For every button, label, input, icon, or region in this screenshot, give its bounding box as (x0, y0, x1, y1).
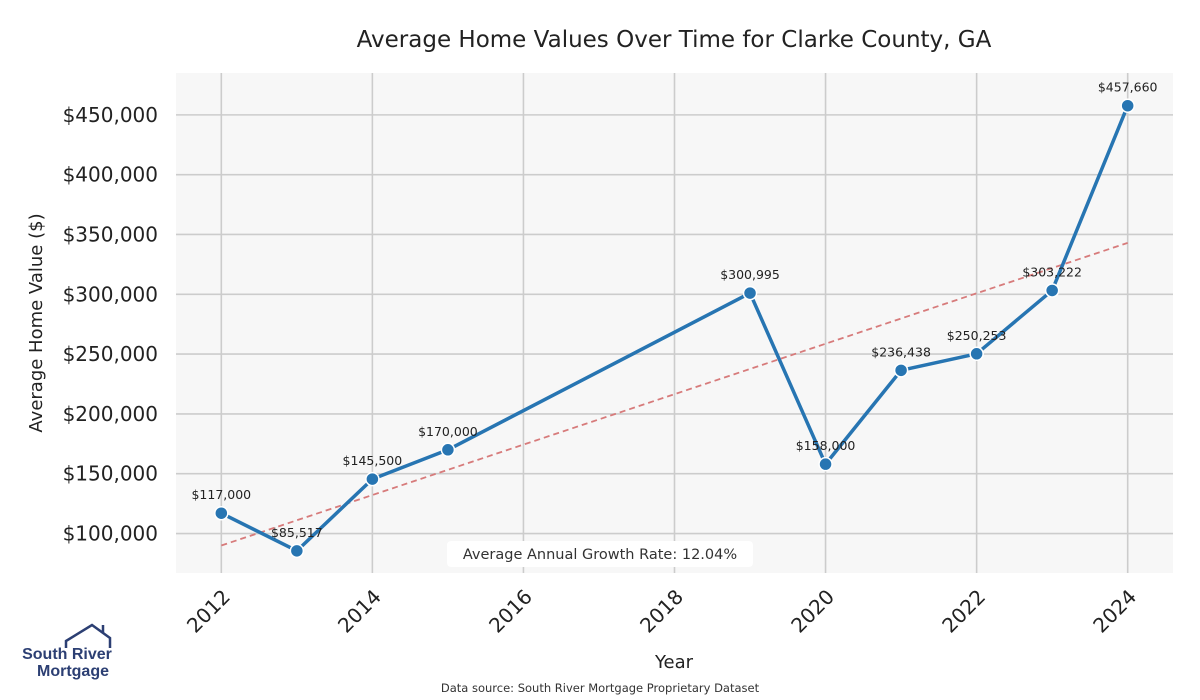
growth-rate-annotation: Average Annual Growth Rate: 12.04% (447, 541, 753, 567)
y-tick-label: $100,000 (63, 522, 158, 546)
x-tick-label: 2018 (635, 585, 688, 638)
data-label: $236,438 (871, 344, 931, 359)
series-line (220, 105, 1130, 553)
x-tick-label: 2012 (182, 585, 235, 638)
data-source-note: Data source: South River Mortgage Propri… (441, 681, 760, 695)
data-label: $85,517 (271, 525, 323, 540)
data-label: $250,253 (947, 328, 1007, 343)
data-point (893, 363, 909, 378)
y-tick-label: $450,000 (63, 103, 158, 127)
x-tick-label: 2022 (937, 585, 990, 638)
y-tick-label: $250,000 (63, 342, 158, 366)
company-logo: South River Mortgage (22, 623, 112, 680)
x-tick-labels: 2012 2014 2016 2018 2020 2022 2024 (182, 585, 1141, 638)
data-label: $145,500 (343, 453, 403, 468)
data-point (1120, 98, 1135, 113)
x-tick-label: 2016 (484, 585, 537, 638)
series-layer (214, 98, 1135, 559)
y-tick-label: $200,000 (63, 402, 158, 426)
logo-line-2: Mortgage (37, 663, 109, 680)
data-point (742, 285, 758, 301)
data-label: $300,995 (720, 267, 780, 282)
y-tick-label: $150,000 (63, 462, 158, 486)
data-label: $158,000 (796, 438, 856, 453)
data-point (1044, 283, 1060, 298)
house-roof-icon (64, 623, 112, 648)
data-label-layer: $117,000 $85,517 $145,500 $170,000 $300,995 $… (191, 80, 1157, 540)
grid-layer (176, 73, 1173, 573)
data-label: $457,660 (1098, 80, 1158, 95)
x-axis-label: Year (654, 652, 694, 673)
data-label: $117,000 (191, 487, 251, 502)
chart-title: Average Home Values Over Time for Clarke… (357, 27, 992, 53)
data-point (969, 346, 984, 362)
data-label: $303,222 (1022, 264, 1082, 279)
y-tick-labels: $100,000 $150,000 $200,000 $250,000 $300,000… (63, 103, 158, 546)
data-point (289, 543, 305, 559)
data-point (365, 471, 380, 487)
y-tick-label: $300,000 (63, 282, 158, 306)
data-point (214, 505, 229, 521)
y-tick-label: $350,000 (63, 222, 158, 246)
data-point (818, 456, 833, 472)
x-tick-label: 2024 (1088, 585, 1141, 638)
x-tick-label: 2014 (333, 585, 386, 638)
annotation-box (447, 541, 753, 567)
annotation-text: Average Annual Growth Rate: 12.04% (463, 547, 737, 563)
logo-line-1: South River (22, 646, 112, 663)
y-axis-label: Average Home Value ($) (26, 213, 47, 432)
x-tick-label: 2020 (786, 585, 839, 638)
y-tick-label: $400,000 (63, 163, 158, 187)
data-label: $170,000 (418, 424, 478, 439)
data-point (440, 442, 456, 458)
